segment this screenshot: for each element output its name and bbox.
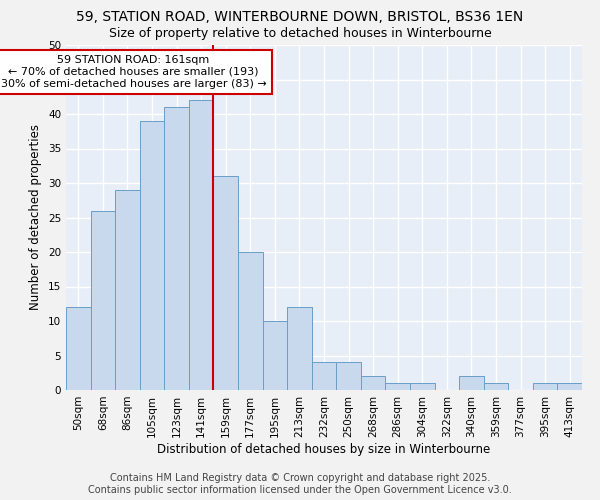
Bar — [361, 376, 385, 390]
Bar — [214, 176, 238, 390]
Bar — [336, 362, 361, 390]
Bar — [66, 307, 91, 390]
Bar — [557, 383, 582, 390]
Bar — [484, 383, 508, 390]
X-axis label: Distribution of detached houses by size in Winterbourne: Distribution of detached houses by size … — [157, 442, 491, 456]
Bar — [91, 210, 115, 390]
Bar — [189, 100, 214, 390]
Bar — [164, 107, 189, 390]
Text: Contains HM Land Registry data © Crown copyright and database right 2025.
Contai: Contains HM Land Registry data © Crown c… — [88, 474, 512, 495]
Bar — [312, 362, 336, 390]
Bar — [459, 376, 484, 390]
Text: 59, STATION ROAD, WINTERBOURNE DOWN, BRISTOL, BS36 1EN: 59, STATION ROAD, WINTERBOURNE DOWN, BRI… — [76, 10, 524, 24]
Bar — [385, 383, 410, 390]
Bar — [140, 121, 164, 390]
Text: 59 STATION ROAD: 161sqm
← 70% of detached houses are smaller (193)
30% of semi-d: 59 STATION ROAD: 161sqm ← 70% of detache… — [1, 56, 266, 88]
Bar — [410, 383, 434, 390]
Text: Size of property relative to detached houses in Winterbourne: Size of property relative to detached ho… — [109, 28, 491, 40]
Bar — [533, 383, 557, 390]
Bar — [263, 321, 287, 390]
Bar — [238, 252, 263, 390]
Y-axis label: Number of detached properties: Number of detached properties — [29, 124, 43, 310]
Bar — [115, 190, 140, 390]
Bar — [287, 307, 312, 390]
